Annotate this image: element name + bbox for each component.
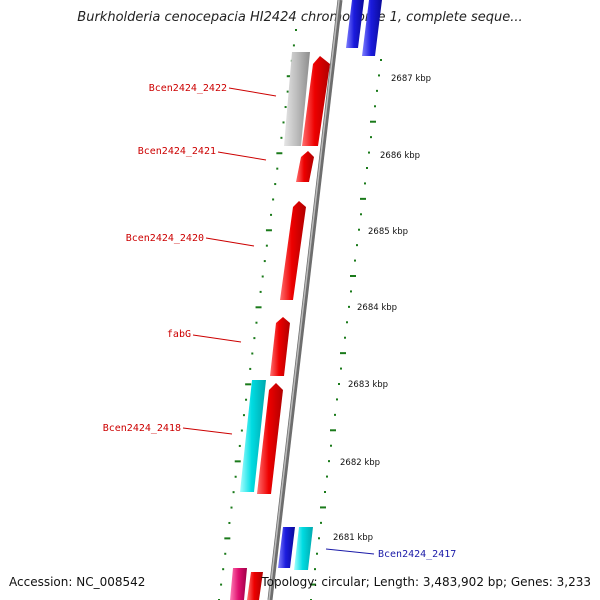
- kbp-label: 2681 kbp: [333, 533, 373, 543]
- gene-feature-bcen2424-2418[interactable]: [257, 383, 283, 494]
- gene-feature-bcen2424-2420[interactable]: [280, 201, 306, 300]
- kbp-label: 2684 kbp: [357, 303, 397, 313]
- gene-feature-blue[interactable]: [278, 527, 295, 568]
- gene-features[interactable]: [230, 0, 382, 600]
- gene-feature-magenta[interactable]: [230, 568, 247, 600]
- gene-feature-cyan[interactable]: [240, 380, 266, 492]
- gene-feature-bcen2424-2422[interactable]: [302, 56, 330, 146]
- kbp-label: 2683 kbp: [348, 380, 388, 390]
- inner-tick-track: [218, 29, 297, 600]
- outer-tick-track: [310, 59, 382, 600]
- gene-label-fabg[interactable]: fabG: [167, 329, 191, 340]
- gene-label-bcen2424-2420[interactable]: Bcen2424_2420: [126, 233, 204, 244]
- gene-feature-bcen2424-2421[interactable]: [296, 151, 314, 182]
- chromosome-backbone: [267, 0, 343, 600]
- gene-feature-fabg[interactable]: [270, 317, 290, 376]
- kbp-label: 2687 kbp: [391, 74, 431, 84]
- gene-feature-blue[interactable]: [362, 0, 382, 56]
- chromosome-backbone-highlight: [268, 0, 340, 600]
- kbp-label: 2686 kbp: [380, 151, 420, 161]
- topology-text: Topology: circular; Length: 3,483,902 bp…: [261, 575, 591, 589]
- gene-feature-gray[interactable]: [284, 52, 310, 146]
- gene-label-lines: [182, 87, 375, 555]
- gene-label-bcen2424-2418[interactable]: Bcen2424_2418: [103, 423, 181, 434]
- gene-feature-blue[interactable]: [346, 0, 364, 48]
- gene-feature-red[interactable]: [247, 572, 263, 600]
- gene-label-bcen2424-2417[interactable]: Bcen2424_2417: [378, 549, 456, 560]
- gene-label-bcen2424-2421[interactable]: Bcen2424_2421: [138, 146, 216, 157]
- gene-feature-cyan[interactable]: [294, 527, 313, 570]
- kbp-label: 2682 kbp: [340, 458, 380, 468]
- map-title: Burkholderia cenocepacia HI2424 chromoso…: [77, 10, 523, 25]
- kbp-label: 2685 kbp: [368, 227, 408, 237]
- gene-label-bcen2424-2422[interactable]: Bcen2424_2422: [149, 83, 227, 94]
- accession-text: Accession: NC_008542: [9, 575, 146, 589]
